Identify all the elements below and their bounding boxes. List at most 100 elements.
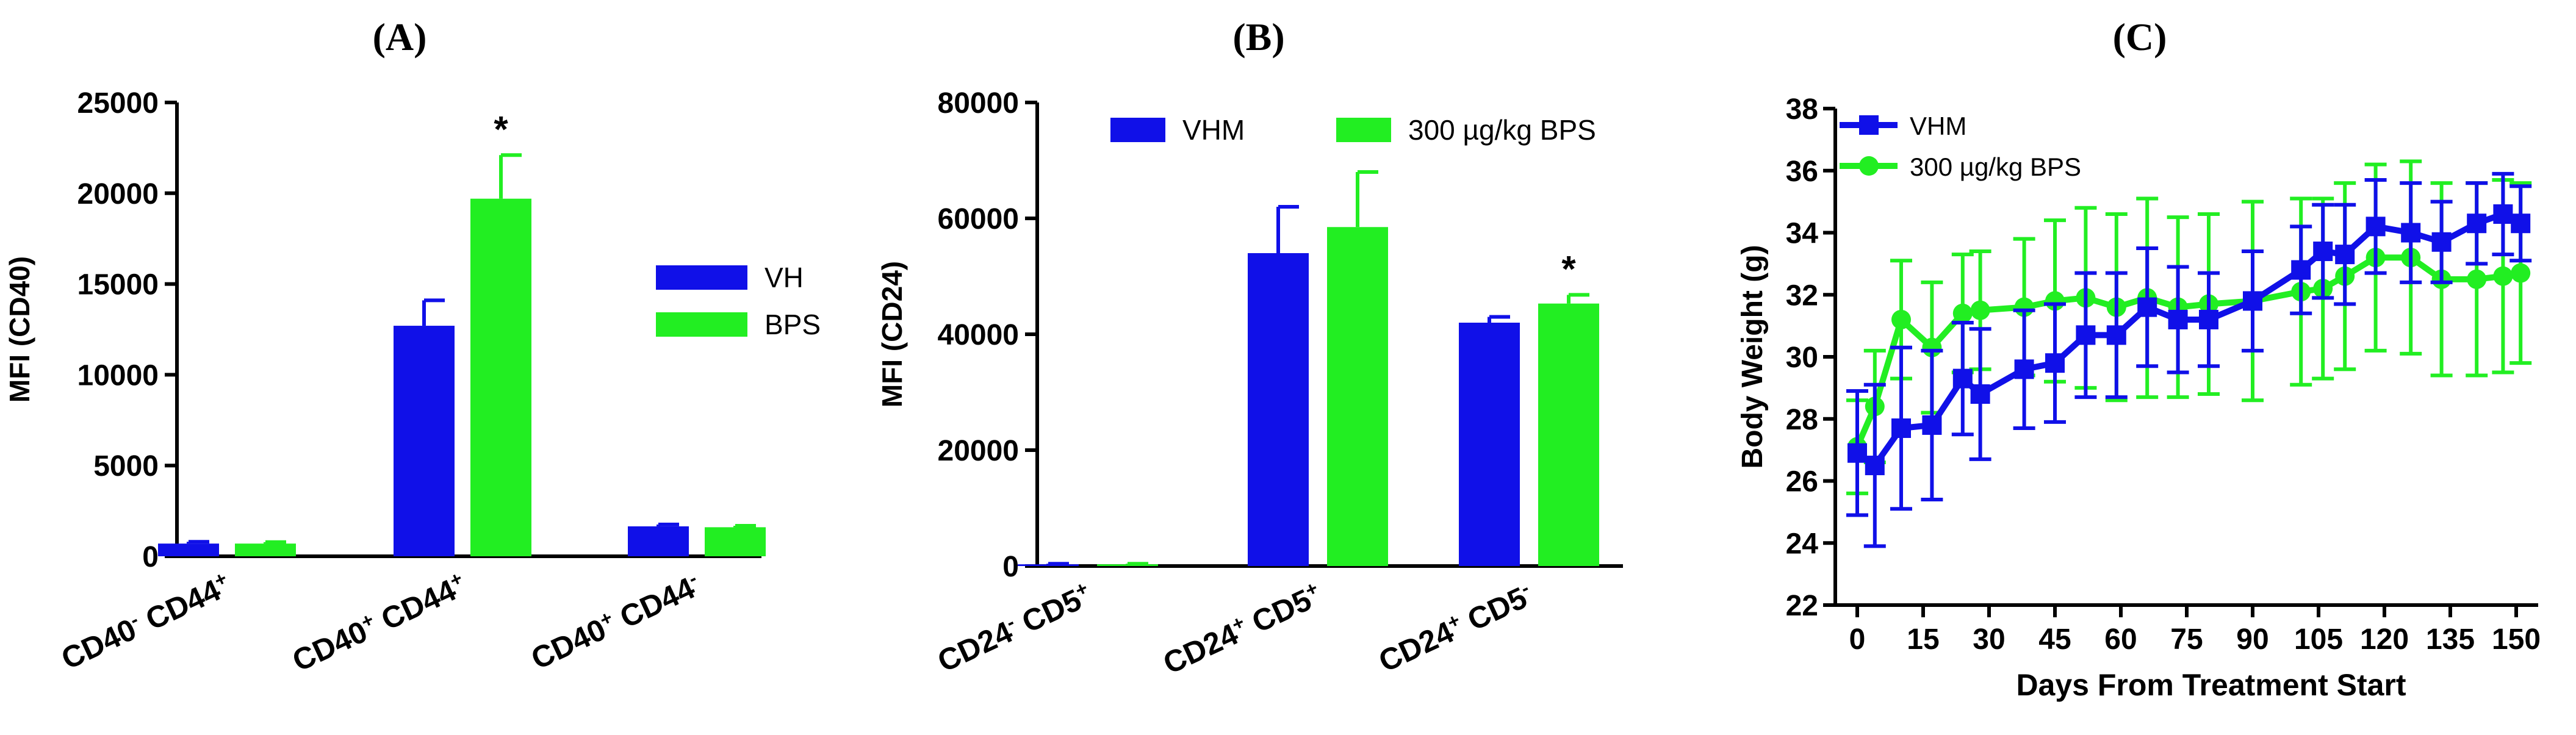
label-text: CD44 xyxy=(607,571,700,639)
x-tick-label: CD40+ CD44+ xyxy=(287,567,472,678)
y-tick-label: 34 xyxy=(1786,218,1819,250)
x-tick-label: 90 xyxy=(2236,623,2268,656)
label-text: CD24 xyxy=(932,615,1018,679)
y-tick-label: 15000 xyxy=(77,269,159,301)
data-point xyxy=(2014,359,2034,379)
legend-marker xyxy=(1859,115,1879,135)
data-point xyxy=(1970,384,1990,404)
data-point xyxy=(2313,242,2333,262)
y-tick-label: 28 xyxy=(1786,404,1818,436)
x-tick-label: 135 xyxy=(2426,623,2475,656)
y-axis-title: MFI (CD40) xyxy=(4,256,35,403)
data-point xyxy=(2467,269,2487,289)
y-tick-label: 24 xyxy=(1786,528,1819,560)
bar xyxy=(235,543,296,556)
data-point xyxy=(2168,309,2188,329)
label-text: CD44 xyxy=(133,573,226,640)
chart-c: 22 24 26 28 30 32 34 36 38 0 15 30 45 60 75 90 105 120 135… xyxy=(1736,93,2541,702)
x-tick-label: 30 xyxy=(1973,623,2005,656)
y-tick-label: 10000 xyxy=(77,359,159,392)
y-tick-label: 5000 xyxy=(93,450,159,482)
legend-label: VH xyxy=(765,262,804,293)
y-tick-label: 40000 xyxy=(938,319,1019,351)
data-point xyxy=(2493,204,2513,224)
x-tick-label: 45 xyxy=(2038,623,2071,656)
panel-b-label: (B) xyxy=(1232,15,1284,59)
y-tick-label: 0 xyxy=(142,541,159,573)
y-tick-label: 20000 xyxy=(938,435,1019,467)
data-point xyxy=(2467,213,2487,234)
y-tick-label: 32 xyxy=(1786,279,1818,312)
label-text: CD40 xyxy=(526,612,611,676)
label-text: CD5 xyxy=(1239,583,1317,643)
data-point xyxy=(2493,266,2513,286)
y-tick-label: 60000 xyxy=(938,203,1019,235)
y-tick-label: 25000 xyxy=(77,87,159,120)
panel-a-label: (A) xyxy=(373,15,427,59)
x-tick-label: 75 xyxy=(2170,623,2203,656)
data-point xyxy=(1922,415,1942,435)
bar xyxy=(1538,303,1599,566)
data-point xyxy=(2076,325,2096,345)
data-point xyxy=(2401,223,2421,243)
bar xyxy=(705,527,766,556)
chart-b: 0 20000 40000 60000 80000 MFI (CD24) CD24- CD5… xyxy=(876,87,1623,681)
data-point xyxy=(2511,263,2531,283)
y-tick-label: 0 xyxy=(1002,551,1019,583)
chart-a: 0 5000 10000 15000 20000 25000 MFI (CD40) CD40-… xyxy=(4,87,821,678)
data-point xyxy=(2137,297,2157,317)
data-point xyxy=(1952,303,1973,323)
x-tick-label: 120 xyxy=(2360,623,2409,656)
label-text: CD5 xyxy=(1455,581,1532,641)
label-text: CD24 xyxy=(1158,617,1243,681)
label-text: CD44 xyxy=(369,573,461,640)
x-tick-label: CD24+ CD5+ xyxy=(1157,576,1326,681)
y-tick-label: 38 xyxy=(1786,93,1818,126)
significance-marker: * xyxy=(1561,248,1576,289)
data-point xyxy=(2431,232,2452,252)
data-point xyxy=(2045,353,2065,373)
legend-label: BPS xyxy=(765,309,821,340)
x-tick-label: 0 xyxy=(1849,623,1866,656)
data-point xyxy=(1847,443,1867,463)
label-text: CD5 xyxy=(1009,583,1087,643)
x-tick-label: CD40- CD44+ xyxy=(56,567,236,676)
data-point xyxy=(2243,291,2262,311)
data-point xyxy=(2335,245,2355,265)
y-tick-label: 22 xyxy=(1786,590,1818,622)
data-point xyxy=(1891,418,1911,439)
x-tick-label: CD24+ CD5- xyxy=(1373,576,1538,678)
y-tick-label: 26 xyxy=(1786,466,1818,498)
bar xyxy=(158,543,219,556)
label-text: CD40 xyxy=(287,614,373,678)
bar xyxy=(1459,323,1520,566)
y-axis-title: Body Weight (g) xyxy=(1736,245,1769,468)
series-line xyxy=(1855,210,2522,469)
significance-marker: * xyxy=(494,109,508,149)
data-point xyxy=(1970,300,1990,320)
x-axis-title: Days From Treatment Start xyxy=(2016,668,2406,702)
y-tick-label: 36 xyxy=(1786,156,1818,188)
legend-swatch xyxy=(656,312,747,337)
legend-swatch xyxy=(1336,118,1391,142)
data-point xyxy=(2106,325,2126,345)
data-point xyxy=(2366,217,2386,237)
legend-label: VHM xyxy=(1910,112,1966,140)
x-tick-label: 150 xyxy=(2492,623,2541,656)
data-point xyxy=(2199,309,2218,329)
x-tick-label: CD40+ CD44- xyxy=(525,567,705,676)
bar xyxy=(1327,227,1388,566)
bar xyxy=(394,326,455,556)
bar xyxy=(470,198,531,556)
bar xyxy=(628,526,689,556)
data-point xyxy=(1891,309,1911,329)
x-tick-label: 105 xyxy=(2294,623,2343,656)
data-point xyxy=(1952,368,1973,389)
data-point xyxy=(2511,213,2531,234)
bar xyxy=(1248,253,1309,566)
y-tick-label: 20000 xyxy=(77,178,159,210)
y-tick-label: 80000 xyxy=(938,87,1019,120)
data-point xyxy=(2291,260,2311,280)
data-point xyxy=(1865,456,1885,476)
